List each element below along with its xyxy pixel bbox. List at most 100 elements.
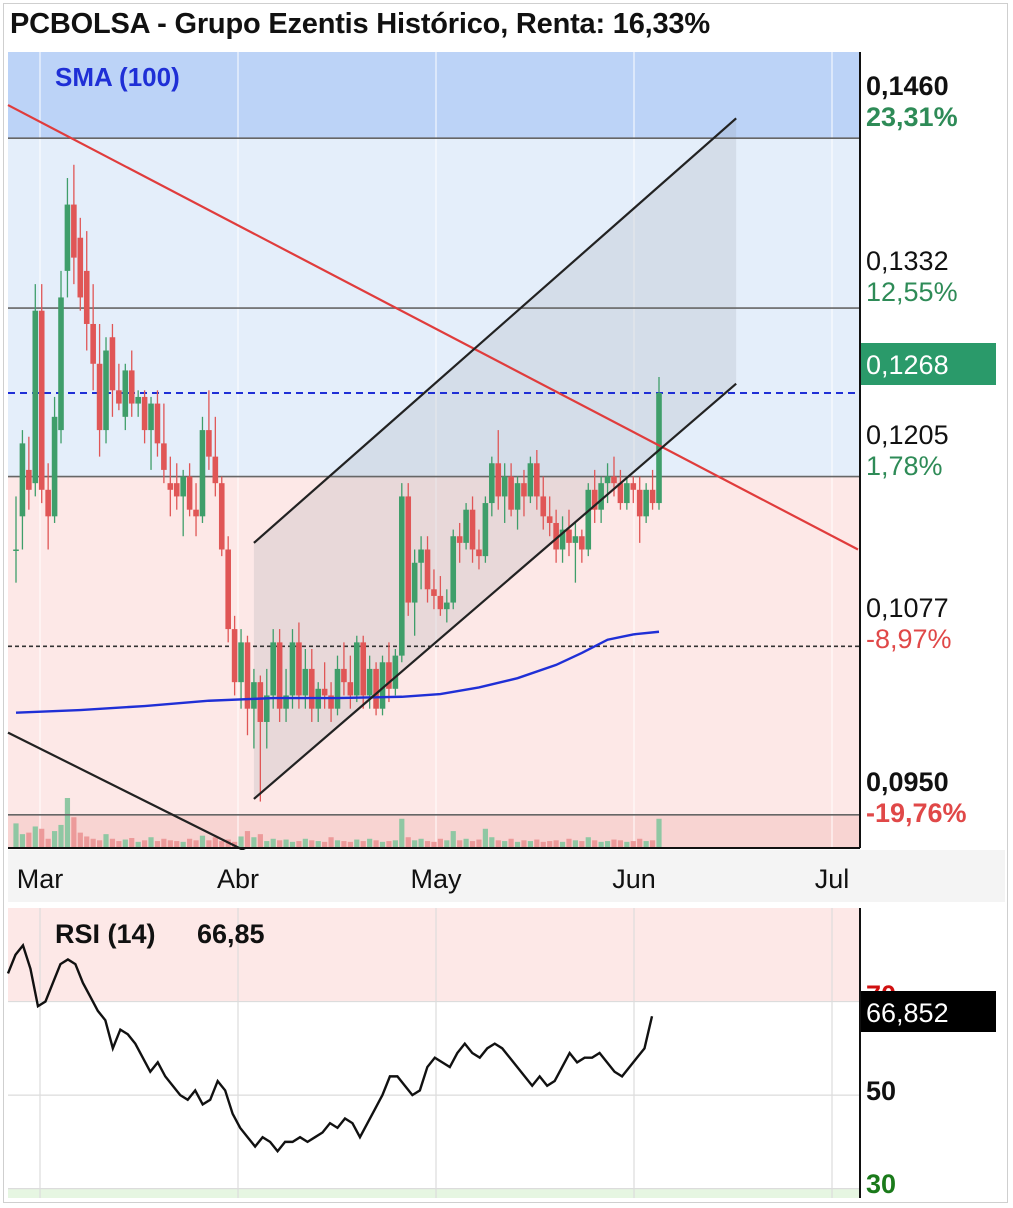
candle-body <box>591 489 598 510</box>
volume-bar <box>328 837 334 848</box>
volume-bar <box>206 840 212 848</box>
candle-body <box>566 529 572 543</box>
volume-bar <box>592 840 598 848</box>
volume-bar <box>527 841 533 848</box>
channel-upper-line <box>253 117 737 544</box>
candle-body <box>116 390 122 404</box>
volume-bar <box>476 839 482 848</box>
descending-trendline <box>7 104 859 551</box>
candle-body <box>58 297 64 431</box>
volume-bar <box>649 840 656 848</box>
grid <box>39 52 833 848</box>
volume-bar <box>405 837 411 848</box>
volume-bar <box>219 841 225 848</box>
volume-bar <box>392 840 398 848</box>
volume-bar <box>495 840 501 848</box>
volume-bar <box>122 839 128 848</box>
volume-bar <box>212 837 218 848</box>
candle-body <box>386 662 392 689</box>
volume-bar <box>45 838 51 848</box>
last-price-badge <box>861 343 996 385</box>
level-pct: -19,76% <box>866 798 967 828</box>
volume-bars <box>13 798 662 848</box>
zone-top <box>8 52 860 139</box>
rsi-title: RSI (14) <box>55 919 156 949</box>
volume-bar <box>315 841 321 848</box>
volume-bar <box>180 841 186 848</box>
candle-body <box>328 695 334 709</box>
time-axis-band <box>8 850 1005 902</box>
rsi-line <box>6 942 654 1154</box>
level-price: 0,1460 <box>866 71 949 101</box>
candle-body <box>399 496 405 656</box>
candle-body <box>495 463 502 497</box>
volume-bar <box>379 841 386 848</box>
candle-body <box>321 688 328 696</box>
candle-body <box>405 496 412 603</box>
candle-body <box>90 323 96 364</box>
candle-body <box>302 668 309 696</box>
volume-bar <box>643 841 649 848</box>
candle-body <box>77 237 84 298</box>
x-tick-mar: Mar <box>17 864 64 894</box>
candle-body <box>71 204 77 258</box>
x-tick-may: May <box>410 864 462 894</box>
volume-bar <box>341 841 347 848</box>
volume-bar <box>148 837 154 848</box>
volume-bar <box>238 836 244 848</box>
volume-bar <box>71 817 77 848</box>
volume-bar <box>13 823 19 848</box>
rsi-badge-label: 66,852 <box>866 998 949 1028</box>
volume-bar <box>547 841 553 848</box>
x-tick-jul: Jul <box>815 864 850 894</box>
volume-bar <box>444 840 450 848</box>
volume-bar <box>322 841 328 848</box>
chart-title: PCBOLSA - Grupo Ezentis Histórico, Renta… <box>10 8 710 40</box>
sma-label: SMA (100) <box>55 62 180 92</box>
candle-body <box>341 668 347 683</box>
candle-body <box>411 562 418 603</box>
candle-body <box>360 642 367 696</box>
volume-bar <box>540 841 546 848</box>
volume-bar <box>225 839 231 848</box>
axes <box>8 52 1005 902</box>
volume-bar <box>624 841 630 848</box>
volume-bar <box>116 841 122 848</box>
candle-body <box>186 476 193 510</box>
volume-bar <box>399 818 405 848</box>
volume-bar <box>26 832 32 848</box>
volume-bar <box>39 828 45 848</box>
volume-bar <box>296 841 302 848</box>
x-tick-abr: Abr <box>217 864 259 894</box>
rsi-current-value: 66,85 <box>197 919 265 949</box>
volume-bar <box>96 840 103 848</box>
volume-bar <box>32 826 38 848</box>
volume-bar <box>109 838 116 848</box>
volume-bar <box>367 838 373 848</box>
volume-bar <box>167 840 173 848</box>
candle-body <box>276 642 283 709</box>
candle-body <box>604 476 611 484</box>
rsi-overbought-zone <box>8 908 860 1002</box>
volume-bar <box>579 841 585 848</box>
volume-bar <box>373 840 379 848</box>
volume-bar <box>264 841 270 848</box>
candle-body <box>450 536 457 603</box>
volume-bar <box>84 836 90 848</box>
level-pct: 1,78% <box>866 451 943 481</box>
candle-body <box>167 483 174 490</box>
level-price: 0,0950 <box>866 767 949 797</box>
candle-body <box>161 443 167 470</box>
volume-bar <box>553 840 559 848</box>
volume-bar <box>386 841 392 848</box>
candle-body <box>598 483 604 510</box>
candle-body <box>611 476 617 484</box>
volume-bar <box>193 840 199 848</box>
candle-body <box>148 403 154 431</box>
volume-bar <box>412 840 418 848</box>
candle-body <box>180 476 186 497</box>
candle-body <box>643 489 649 517</box>
candle-body <box>456 536 463 543</box>
